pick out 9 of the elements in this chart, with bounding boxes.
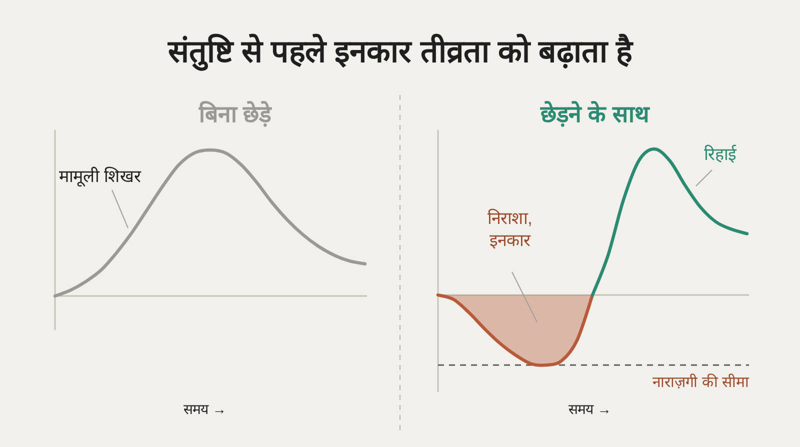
x-axis-title: समय → [568, 401, 612, 417]
ref-line-label: नाराज़गी की सीमा [652, 373, 750, 392]
chart-title: संतुष्टि से पहले इनकार तीव्रता को बढ़ाता है [166, 33, 634, 71]
chart-title: छेड़ने के साथ [540, 100, 650, 127]
annotation: निराशा, इनकार [488, 208, 532, 250]
chart-subtitle: बिना छेड़े [198, 100, 272, 127]
x-axis-title: समय → [184, 401, 226, 417]
annotation: रिहाई [704, 144, 737, 164]
annotation: मामूली शिखर [59, 166, 142, 187]
